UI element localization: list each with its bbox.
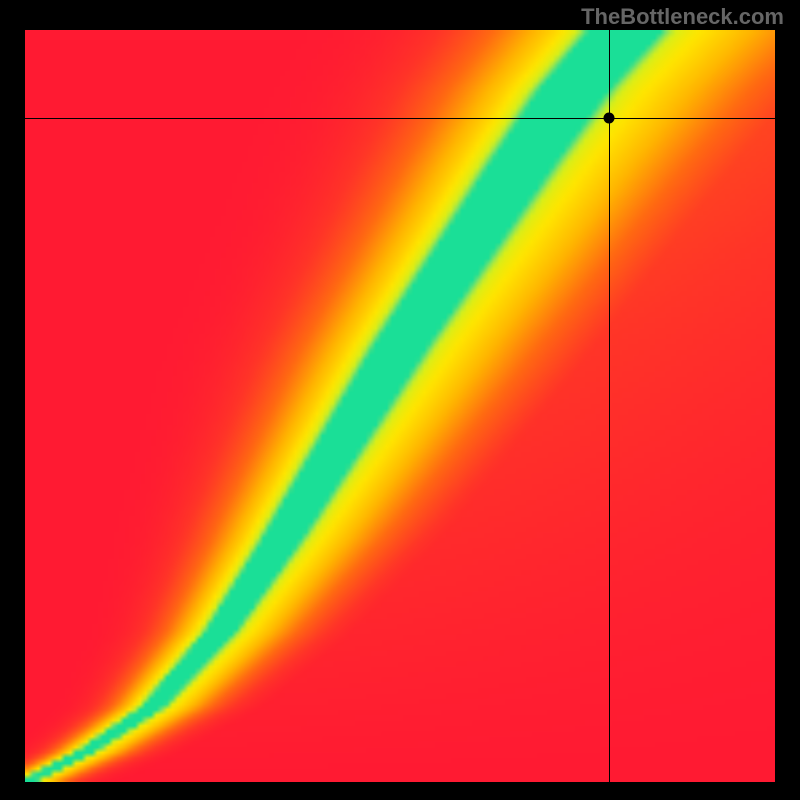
- crosshair-vertical: [609, 30, 610, 782]
- crosshair-marker: [604, 113, 615, 124]
- heatmap-plot: [25, 30, 775, 782]
- crosshair-horizontal: [25, 118, 775, 119]
- heatmap-canvas: [25, 30, 775, 782]
- watermark-text: TheBottleneck.com: [581, 4, 784, 30]
